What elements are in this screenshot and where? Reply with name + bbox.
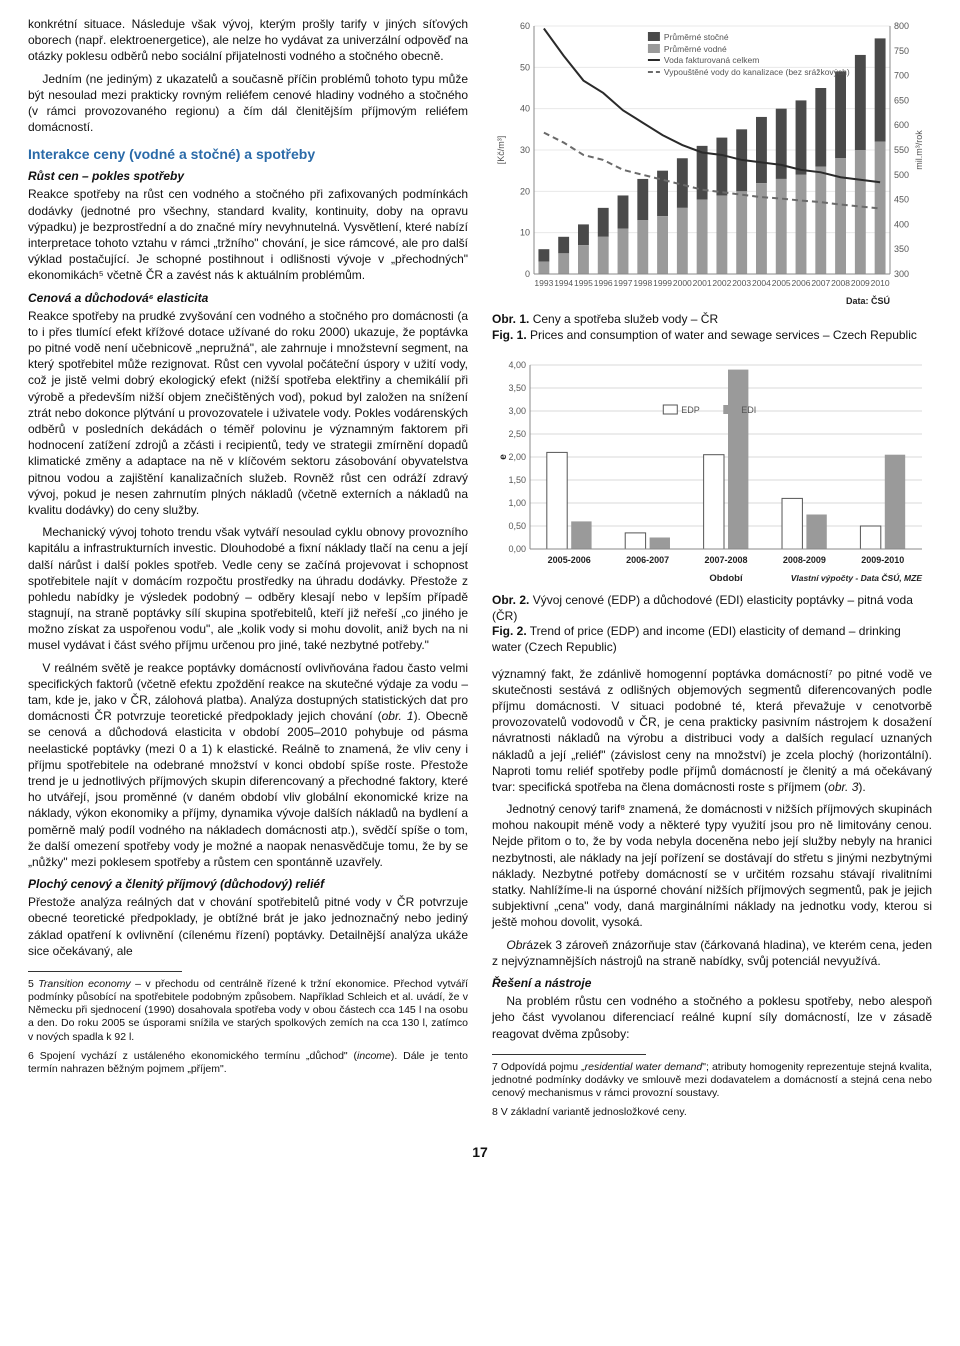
svg-text:2007-2008: 2007-2008 [704, 555, 747, 565]
svg-text:EDP: EDP [681, 405, 700, 415]
para: Reakce spotřeby na prudké zvyšování cen … [28, 308, 468, 518]
footnote-7: 7 Odpovídá pojmu „residential water dema… [492, 1061, 932, 1100]
svg-text:40: 40 [520, 104, 530, 114]
svg-text:600: 600 [894, 120, 909, 130]
left-column: konkrétní situace. Následuje však vývoj,… [28, 16, 468, 1125]
svg-text:1996: 1996 [594, 278, 613, 288]
svg-text:2005: 2005 [772, 278, 791, 288]
subheading: Řešení a nástroje [492, 975, 932, 991]
svg-text:[Kč/m³]: [Kč/m³] [496, 136, 506, 165]
svg-text:Období: Období [709, 573, 743, 584]
svg-text:1993: 1993 [534, 278, 553, 288]
subheading: Plochý cenový a členitý příjmový (důchod… [28, 876, 468, 892]
svg-text:500: 500 [894, 170, 909, 180]
svg-text:1,50: 1,50 [508, 475, 526, 485]
para: Obrázek 3 zároveň znázorňuje stav (čárko… [492, 937, 932, 969]
svg-text:60: 60 [520, 21, 530, 31]
figure-2-chart: 0,00 0,50 1,00 1,50 2,00 2,50 3,00 3,50 4,00 2005… [492, 357, 932, 587]
figure-1-caption: Obr. 1. Ceny a spotřeba služeb vody – ČR… [492, 312, 932, 343]
svg-text:0,50: 0,50 [508, 521, 526, 531]
section-heading: Interakce ceny (vodné a stočné) a spotře… [28, 145, 468, 164]
footnote-rule [28, 971, 182, 972]
svg-text:20: 20 [520, 186, 530, 196]
svg-text:Průměrné stočné: Průměrné stočné [664, 32, 729, 42]
para: Jednotný cenový tarif⁸ znamená, že domác… [492, 801, 932, 931]
svg-text:10: 10 [520, 228, 530, 238]
svg-text:Průměrné vodné: Průměrné vodné [664, 44, 727, 54]
svg-text:2008-2009: 2008-2009 [783, 555, 826, 565]
para: významný fakt, že zdánlivě homogenní pop… [492, 666, 932, 796]
svg-text:2001: 2001 [693, 278, 712, 288]
subheading: Růst cen – pokles spotřeby [28, 168, 468, 184]
svg-text:300: 300 [894, 269, 909, 279]
svg-text:1998: 1998 [633, 278, 652, 288]
svg-text:Data: ČSÚ: Data: ČSÚ [846, 295, 890, 306]
footnote-6: 6 Spojení vychází z ustáleného ekonomick… [28, 1050, 468, 1076]
page-number: 17 [28, 1143, 932, 1162]
svg-text:2008: 2008 [831, 278, 850, 288]
svg-text:Vypouštěné vody do kanalizace: Vypouštěné vody do kanalizace (bez srážk… [664, 67, 850, 77]
svg-text:2007: 2007 [811, 278, 830, 288]
footnote-8: 8 V základní variantě jednosložkové ceny… [492, 1106, 932, 1119]
footnote-5: 5 Transition economy – v přechodu od cen… [28, 978, 468, 1044]
para: V reálném světě je reakce poptávky domác… [28, 660, 468, 870]
svg-text:3,50: 3,50 [508, 383, 526, 393]
svg-text:2004: 2004 [752, 278, 771, 288]
svg-text:650: 650 [894, 95, 909, 105]
para: Přestože analýza reálných dat v chování … [28, 894, 468, 959]
svg-text:2006: 2006 [792, 278, 811, 288]
para: konkrétní situace. Následuje však vývoj,… [28, 16, 468, 65]
svg-text:2006-2007: 2006-2007 [626, 555, 669, 565]
svg-text:400: 400 [894, 219, 909, 229]
figure-2-caption: Obr. 2. Vývoj cenové (EDP) a důchodové (… [492, 593, 932, 655]
svg-text:1997: 1997 [614, 278, 633, 288]
figure-1-chart: 0 10 20 30 40 50 60 300 350 400 450 500 550 600 650 700… [492, 16, 932, 306]
svg-text:Vlastní výpočty - Data ČSÚ, MZ: Vlastní výpočty - Data ČSÚ, MZE [791, 572, 923, 583]
para: Mechanický vývoj tohoto trendu však vytv… [28, 524, 468, 654]
svg-text:2003: 2003 [732, 278, 751, 288]
svg-text:800: 800 [894, 21, 909, 31]
svg-text:30: 30 [520, 145, 530, 155]
svg-text:1995: 1995 [574, 278, 593, 288]
svg-text:2010: 2010 [871, 278, 890, 288]
svg-text:2,00: 2,00 [508, 452, 526, 462]
svg-text:1999: 1999 [653, 278, 672, 288]
svg-text:750: 750 [894, 46, 909, 56]
para: Jedním (ne jediným) z ukazatelů a součas… [28, 71, 468, 136]
svg-text:2009: 2009 [851, 278, 870, 288]
para: Reakce spotřeby na růst cen vodného a st… [28, 186, 468, 283]
svg-text:3,00: 3,00 [508, 406, 526, 416]
footnote-rule [492, 1054, 646, 1055]
svg-text:700: 700 [894, 71, 909, 81]
svg-text:0,00: 0,00 [508, 544, 526, 554]
svg-text:50: 50 [520, 62, 530, 72]
svg-text:2000: 2000 [673, 278, 692, 288]
svg-text:550: 550 [894, 145, 909, 155]
svg-text:0: 0 [525, 269, 530, 279]
svg-text:350: 350 [894, 244, 909, 254]
svg-text:Voda fakturovaná celkem: Voda fakturovaná celkem [664, 55, 759, 65]
svg-text:1,00: 1,00 [508, 498, 526, 508]
para: Na problém růstu cen vodného a stočného … [492, 993, 932, 1042]
svg-text:4,00: 4,00 [508, 360, 526, 370]
svg-text:mil.m³/rok: mil.m³/rok [914, 130, 924, 170]
right-column: 0 10 20 30 40 50 60 300 350 400 450 500 550 600 650 700… [492, 16, 932, 1125]
subheading: Cenová a důchodová⁶ elasticita [28, 290, 468, 306]
svg-text:450: 450 [894, 195, 909, 205]
svg-text:EDI: EDI [741, 405, 756, 415]
svg-text:2005-2006: 2005-2006 [548, 555, 591, 565]
svg-text:2002: 2002 [712, 278, 731, 288]
svg-text:e: e [498, 454, 509, 460]
svg-text:2,50: 2,50 [508, 429, 526, 439]
svg-text:2009-2010: 2009-2010 [861, 555, 904, 565]
svg-text:1994: 1994 [554, 278, 573, 288]
